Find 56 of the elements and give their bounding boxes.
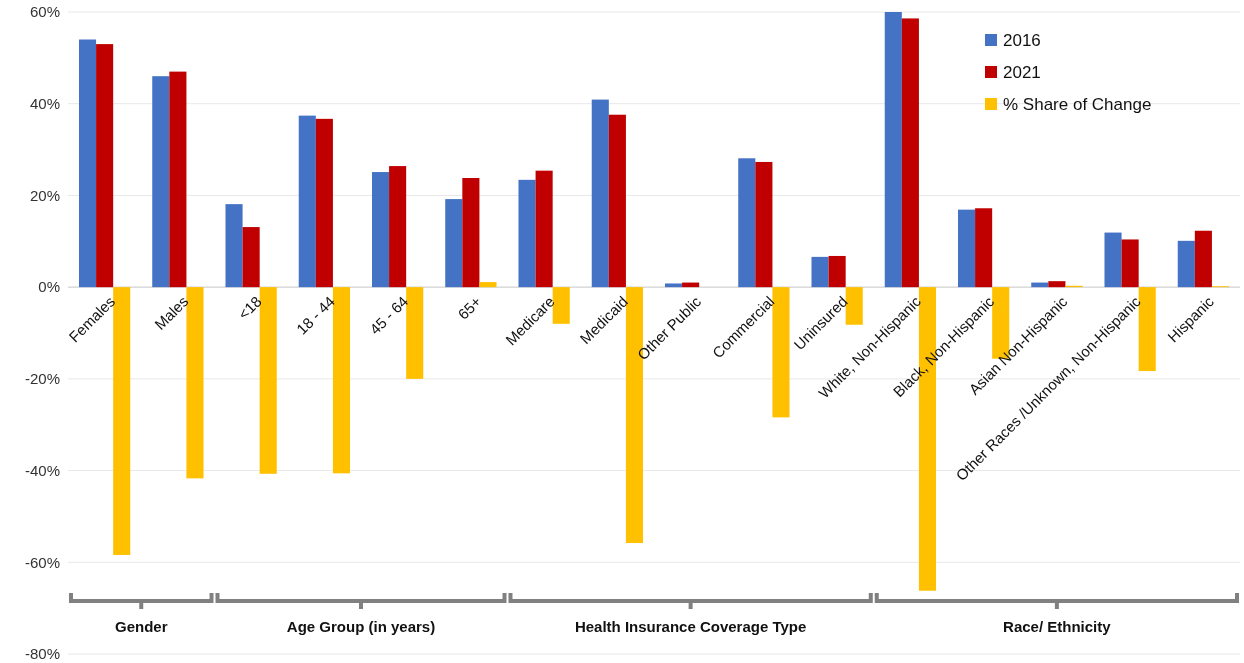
bar: [1048, 281, 1066, 288]
bar: [462, 178, 480, 288]
legend-label: 2021: [1003, 62, 1041, 82]
bar: [479, 282, 497, 288]
bar: [371, 172, 390, 288]
bar: [242, 227, 260, 288]
bar: [96, 44, 114, 288]
bar: [315, 118, 333, 288]
y-tick-label: 40%: [29, 94, 60, 112]
bar: [1121, 239, 1139, 288]
bar: [113, 287, 131, 555]
y-tick-label: 20%: [29, 186, 60, 204]
bar: [664, 283, 683, 288]
bar: [78, 39, 97, 288]
x-tick-label: 65+: [454, 292, 485, 323]
legend-label: % Share of Change: [1003, 94, 1152, 114]
bar: [406, 287, 424, 379]
bar: [169, 71, 187, 288]
annotation: Gender: [114, 618, 168, 635]
annotation: Age Group (in years): [286, 618, 436, 635]
bar: [755, 161, 773, 288]
x-tick-label: 18 - 44: [292, 292, 338, 338]
y-tick-label: -60%: [24, 553, 60, 571]
y-tick-label: -40%: [24, 461, 60, 479]
bar: [1138, 287, 1156, 372]
bar: [1104, 232, 1122, 288]
bar: [884, 12, 902, 288]
bar: [738, 158, 756, 288]
bar: [518, 179, 536, 288]
y-tick-label: -20%: [24, 370, 60, 388]
bar: [957, 209, 976, 288]
bar: [901, 18, 919, 288]
bar: [828, 255, 846, 288]
bar: [975, 208, 993, 288]
annotation: Health Insurance Coverage Type: [574, 618, 807, 635]
legend-label: 2016: [1003, 30, 1041, 50]
bar: [811, 256, 829, 288]
bar: [298, 115, 316, 288]
bar: [552, 287, 570, 324]
bar: [259, 287, 277, 474]
annotation: Race/ Ethnicity: [1003, 618, 1112, 635]
x-tick-label: 45 - 64: [366, 292, 412, 338]
bar: [225, 204, 243, 288]
y-tick-label: 60%: [29, 3, 60, 21]
bar: [535, 170, 553, 288]
bar: [608, 114, 626, 288]
bar: [1194, 230, 1212, 288]
bar: [1177, 240, 1195, 288]
bar: [389, 166, 407, 288]
bar: [186, 287, 204, 479]
y-tick-label: -80%: [24, 645, 60, 663]
y-tick-label: 0%: [38, 278, 60, 296]
bar: [591, 99, 609, 288]
bar: [445, 199, 463, 288]
bar: [152, 76, 170, 288]
x-tick-label: <18: [234, 292, 265, 323]
